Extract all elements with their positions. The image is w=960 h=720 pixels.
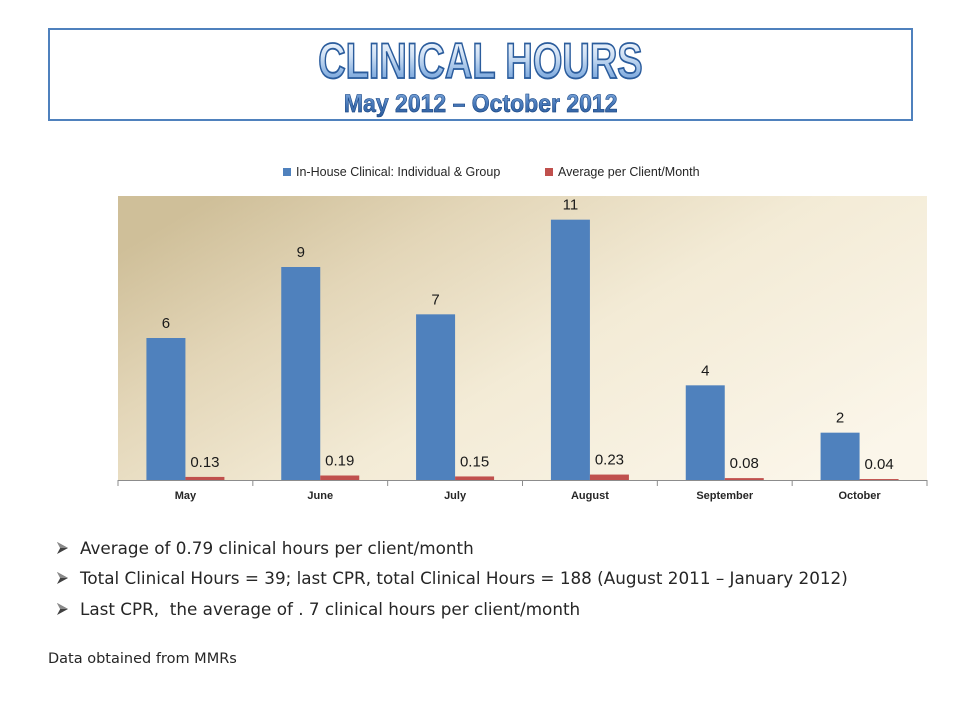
in-house-clinical-individual-group-value-label: 11	[563, 197, 579, 214]
in-house-clinical-individual-group-bar	[820, 432, 860, 480]
in-house-clinical-individual-group-value-label: 2	[836, 410, 844, 427]
data-labels-layer: 6 9 7 11 4 2 0.13 0.19 0.15 0.23 0.08 0.04	[162, 197, 894, 473]
average-per-client-month-value-label: 0.04	[864, 456, 893, 473]
average-per-client-month-bar	[320, 475, 360, 480]
title-line: CLINICAL HOURS	[50, 33, 911, 89]
slide-title: CLINICAL HOURS	[318, 33, 644, 89]
source-footnote: Data obtained from MMRs	[48, 651, 237, 667]
average-per-client-month-bar	[859, 479, 899, 480]
in-house-clinical-individual-group-value-label: 6	[162, 315, 170, 332]
average-per-client-month-value-label: 0.13	[190, 454, 219, 471]
bars-layer	[146, 219, 899, 481]
average-per-client-month-value-label: 0.19	[325, 453, 354, 470]
arrowhead-bullet-icon	[57, 542, 68, 554]
in-house-clinical-individual-group-value-label: 9	[297, 244, 305, 261]
bullet-item: Total Clinical Hours = 39; last CPR, tot…	[57, 568, 848, 588]
average-per-client-month-value-label: 0.23	[595, 452, 624, 469]
x-tick-label: August	[571, 490, 609, 502]
slide-subtitle: May 2012 – October 2012	[343, 90, 618, 118]
average-per-client-month-value-label: 0.15	[460, 453, 489, 470]
x-tick-label: July	[444, 490, 467, 502]
bar-chart: May June July August September October 6 9 7 11 4…	[117, 196, 928, 502]
in-house-clinical-individual-group-bar	[685, 385, 725, 480]
in-house-clinical-individual-group-value-label: 4	[701, 362, 709, 379]
x-tick-label: October	[838, 490, 881, 502]
average-per-client-month-bar	[724, 478, 764, 480]
in-house-clinical-individual-group-value-label: 7	[431, 291, 439, 308]
legend-item-average-per-client: Average per Client/Month	[545, 165, 700, 179]
x-tick-label: May	[175, 490, 197, 502]
x-tick-label: September	[696, 490, 754, 502]
average-per-client-month-bar	[185, 476, 225, 480]
title-box: CLINICAL HOURS May 2012 – October 2012	[48, 28, 913, 121]
bullet-item: Average of 0.79 clinical hours per clien…	[57, 538, 474, 558]
legend-label-in-house-clinical: In-House Clinical: Individual & Group	[296, 165, 501, 179]
bullet-text: Total Clinical Hours = 39; last CPR, tot…	[80, 568, 848, 588]
average-per-client-month-bar	[455, 476, 495, 480]
subtitle-line: May 2012 – October 2012	[50, 90, 911, 118]
x-axis: May June July August September October	[117, 480, 928, 502]
in-house-clinical-individual-group-bar	[416, 314, 456, 480]
x-tick-label: June	[307, 490, 333, 502]
average-per-client-month-value-label: 0.08	[730, 455, 759, 472]
legend-item-in-house-clinical: In-House Clinical: Individual & Group	[283, 165, 500, 179]
bullet-text: Last CPR, the average of . 7 clinical ho…	[80, 599, 581, 619]
in-house-clinical-individual-group-bar	[146, 338, 186, 480]
in-house-clinical-individual-group-bar	[550, 219, 590, 481]
bullet-text: Average of 0.79 clinical hours per clien…	[80, 538, 474, 558]
in-house-clinical-individual-group-bar	[281, 267, 321, 480]
arrowhead-bullet-icon	[57, 603, 68, 615]
legend-label-average-per-client: Average per Client/Month	[558, 165, 700, 179]
average-per-client-month-bar	[589, 474, 629, 480]
legend-swatch-average-per-client	[545, 168, 553, 176]
legend-swatch-in-house-clinical	[283, 168, 291, 176]
bullet-item: Last CPR, the average of . 7 clinical ho…	[57, 599, 580, 619]
arrowhead-bullet-icon	[57, 572, 68, 584]
plot-background	[118, 196, 927, 480]
